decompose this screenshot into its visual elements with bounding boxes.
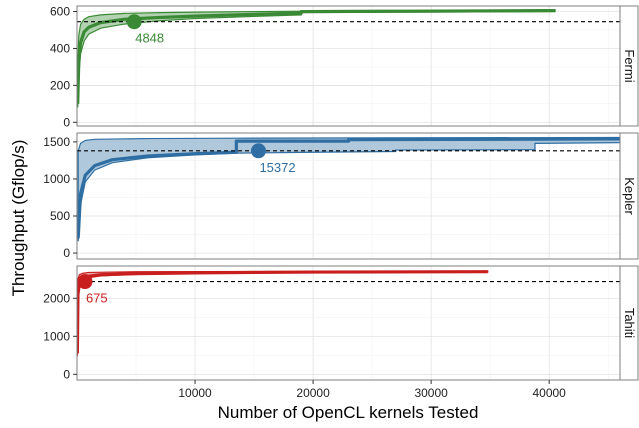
median-line <box>77 270 488 354</box>
panel-background <box>77 6 620 126</box>
crossing-marker <box>77 274 93 290</box>
y-tick-label: 500 <box>50 209 70 223</box>
crossing-label: 4848 <box>135 31 164 46</box>
x-axis: 10000 20000 30000 40000 <box>178 380 566 400</box>
x-tick-label: 20000 <box>296 386 330 400</box>
crossing-label: 675 <box>86 291 108 306</box>
facet-strip <box>619 5 639 127</box>
x-axis-label: Number of OpenCL kernels Tested <box>218 403 479 422</box>
y-tick-label: 0 <box>63 246 70 260</box>
panels: 4848 0 200 400 600 Fermi 15372 0 500 1000 1500 Kepl… <box>43 5 639 400</box>
crossing-marker <box>250 143 266 159</box>
y-tick-label: 0 <box>63 367 70 381</box>
facet-strip <box>619 265 639 381</box>
y-tick-label: 400 <box>50 41 70 55</box>
median-line <box>77 137 620 239</box>
panel-fermi: 4848 0 200 400 600 Fermi <box>50 5 639 129</box>
y-tick-label: 2000 <box>43 291 70 305</box>
panel-tahiti: 675 0 1000 2000 Tahiti <box>43 265 639 381</box>
facet-strip <box>619 132 639 260</box>
facet-strip-label: Fermi <box>622 49 637 82</box>
y-tick-label: 0 <box>63 115 70 129</box>
panel-background <box>77 266 620 380</box>
panel-kepler: 15372 0 500 1000 1500 Kepler <box>43 132 639 260</box>
x-tick-label: 30000 <box>414 386 448 400</box>
y-axis-label: Throughput (Gflop/s) <box>9 140 28 297</box>
panel-content <box>77 270 620 357</box>
panel-content <box>77 136 620 242</box>
y-tick-label: 1500 <box>43 135 70 149</box>
x-tick-label: 10000 <box>178 386 212 400</box>
facet-strip-label: Tahiti <box>622 308 637 338</box>
x-tick-label: 40000 <box>532 386 566 400</box>
crossing-marker <box>126 14 142 30</box>
y-tick-label: 600 <box>50 5 70 19</box>
y-tick-label: 200 <box>50 78 70 92</box>
facet-strip-label: Kepler <box>622 177 637 215</box>
y-tick-label: 1000 <box>43 329 70 343</box>
panel-content <box>77 9 620 108</box>
crossing-label: 15372 <box>259 160 295 175</box>
y-tick-label: 1000 <box>43 172 70 186</box>
median-line <box>77 9 556 104</box>
